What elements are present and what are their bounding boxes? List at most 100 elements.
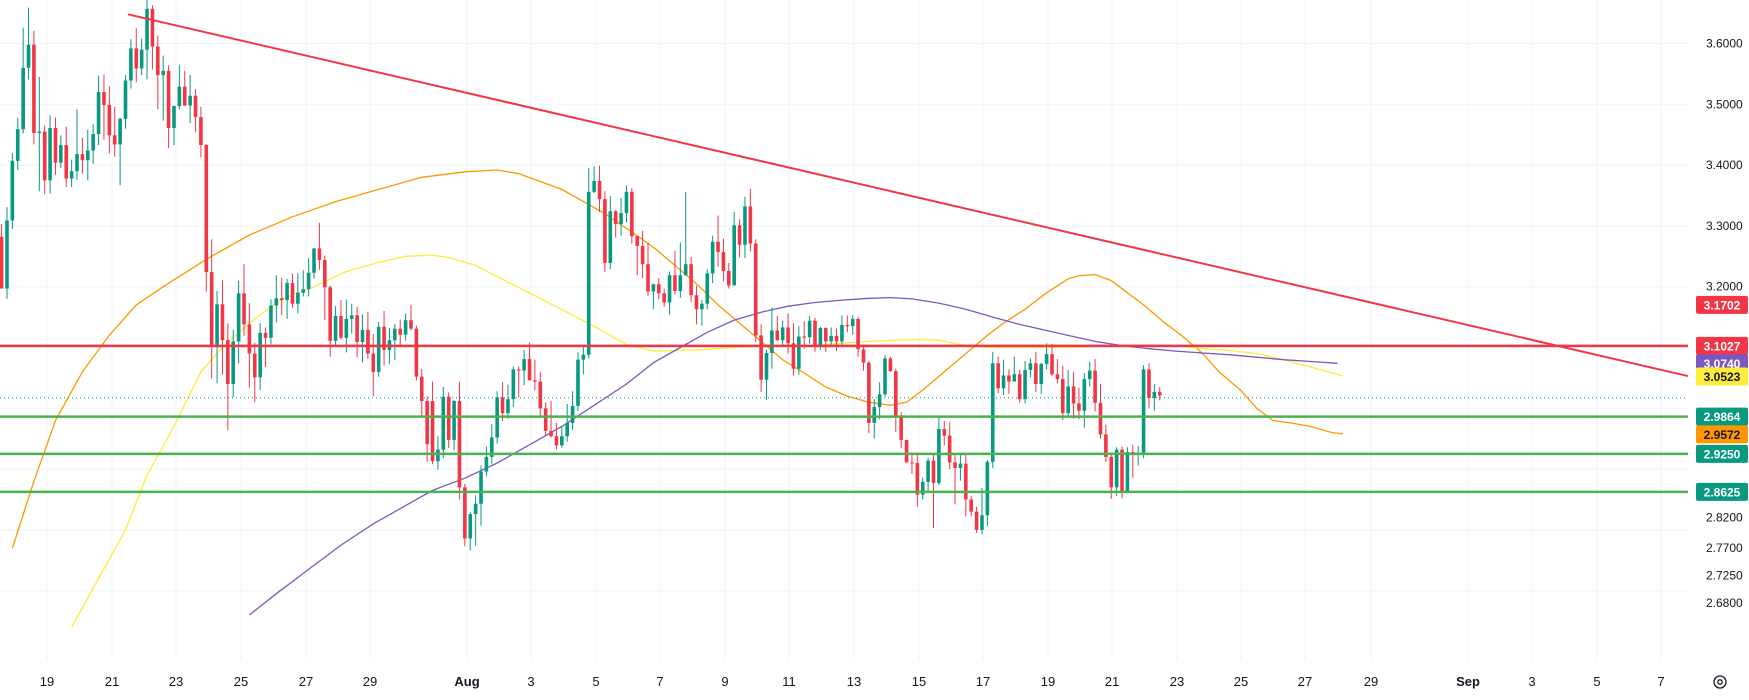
candle-bullish (118, 118, 122, 145)
candle-bearish (182, 86, 187, 106)
candle-bullish (877, 394, 882, 408)
candle-bearish (166, 70, 171, 129)
candle-bearish (220, 304, 225, 341)
candle-bullish (306, 272, 311, 290)
candle-bearish (646, 264, 650, 292)
candle-bearish (759, 335, 763, 380)
candle-bearish (107, 104, 112, 136)
time-axis[interactable]: 19 21 23 25 27 29 Aug 3 5 7 9 11 13 15 17 19 21 23 25 27 29 S… (40, 674, 1665, 689)
candle-bullish (990, 363, 995, 462)
candle-bullish (920, 481, 925, 495)
candle-bearish (430, 401, 435, 462)
candle-bullish (829, 335, 833, 342)
settings-gear-icon[interactable] (1713, 675, 1727, 689)
candle-bullish (69, 171, 74, 179)
candle-bearish (317, 248, 322, 260)
candle-bullish (678, 275, 683, 291)
time-tick-label: 19 (1041, 674, 1055, 689)
price-axis[interactable]: 3.6000 3.5000 3.4000 3.3000 3.2000 2.8200 2.77… (1706, 37, 1743, 610)
candle-bullish (37, 131, 42, 133)
candle-bearish (888, 358, 893, 372)
candle-bullish (10, 160, 15, 221)
candle-bullish (75, 154, 79, 172)
candle-bullish (608, 211, 613, 263)
candle-bearish (737, 225, 742, 245)
candle-bearish (252, 353, 257, 378)
price-label-badge (1696, 295, 1748, 314)
candle-bullish (667, 275, 672, 303)
candle-bullish (91, 134, 95, 151)
candle-bearish (1055, 374, 1060, 380)
candle-bullish (296, 292, 300, 304)
candle-bearish (457, 401, 462, 488)
candle-bullish (619, 213, 623, 225)
candle-bullish (732, 225, 736, 286)
candle-bearish (112, 135, 117, 145)
candle-bullish (926, 460, 930, 482)
candle-bullish (797, 336, 801, 369)
candle-bullish (883, 358, 887, 395)
candle-bearish (279, 298, 284, 301)
candle-bullish (145, 8, 149, 50)
candle-bearish (802, 336, 807, 338)
candle-bearish (398, 328, 403, 335)
candle-bearish (533, 380, 537, 382)
candle-bearish (974, 511, 979, 530)
candle-bearish (193, 95, 198, 118)
candle-bearish (64, 145, 69, 179)
candle-bearish (204, 145, 209, 273)
candle-bullish (1001, 375, 1006, 389)
candle-bullish (586, 191, 591, 355)
price-label-text: 3.0740 (1704, 357, 1741, 371)
price-tick-label: 3.2000 (1706, 280, 1743, 294)
candle-bullish (215, 304, 219, 346)
candle-bullish (489, 437, 494, 457)
candle-bullish (1066, 386, 1070, 414)
price-tick-label: 2.7250 (1706, 569, 1743, 583)
price-label-badge (1696, 425, 1748, 444)
candle-bullish (581, 354, 586, 360)
time-tick-label: 23 (1170, 674, 1184, 689)
candle-bullish (468, 514, 473, 539)
candle-bearish (721, 252, 726, 271)
candle-bearish (603, 199, 607, 263)
candle-bearish (209, 272, 214, 346)
price-tick-label: 3.3000 (1706, 219, 1743, 233)
candle-bearish (893, 371, 898, 418)
candle-bullish (236, 293, 241, 342)
candle-bullish (683, 264, 688, 276)
candle-bullish (818, 328, 823, 347)
candle-bearish (42, 131, 47, 181)
candle-bullish (5, 220, 9, 289)
candle-bearish (748, 206, 753, 244)
candle-bullish (129, 48, 133, 81)
time-tick-label: 25 (234, 674, 248, 689)
price-label-text: 2.9864 (1704, 410, 1741, 424)
candle-bullish (1044, 354, 1049, 364)
candle-bullish (479, 471, 483, 504)
candle-bearish (1147, 369, 1151, 398)
candle-bullish (1152, 391, 1157, 398)
time-tick-label: 27 (1298, 674, 1312, 689)
candle-bullish (161, 70, 166, 76)
time-tick-label: 23 (169, 674, 183, 689)
candle-bearish (791, 343, 796, 369)
candle-bearish (323, 259, 327, 288)
time-tick-label: 17 (976, 674, 990, 689)
time-tick-label: 5 (592, 674, 599, 689)
candle-bullish (937, 428, 941, 484)
candle-bullish (393, 328, 397, 341)
moving-average-line-1 (11, 169, 1343, 549)
time-tick-label: Aug (454, 674, 479, 689)
candlesticks (0, 0, 1162, 551)
time-tick-label: 19 (40, 674, 54, 689)
candle-bearish (640, 245, 645, 265)
time-tick-label: 7 (1657, 674, 1664, 689)
price-label-badge (1696, 482, 1748, 501)
candle-bearish (910, 462, 914, 464)
candle-bearish (425, 401, 429, 445)
candle-bearish (1077, 403, 1081, 411)
